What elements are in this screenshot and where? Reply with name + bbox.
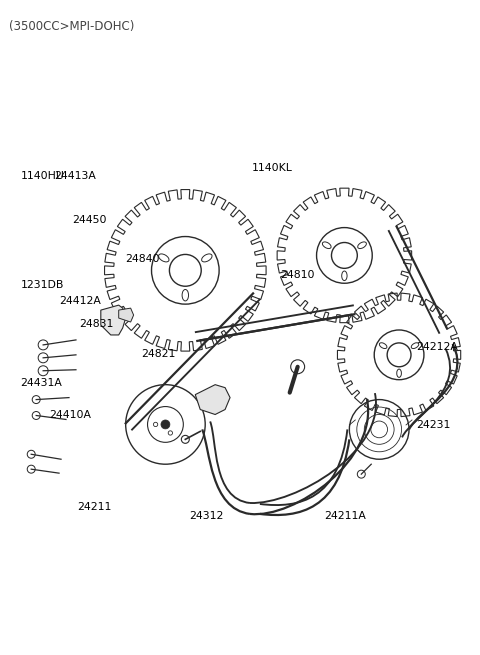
Text: 24840: 24840 [125, 254, 159, 264]
Text: 24450: 24450 [72, 215, 107, 225]
Text: 1140HU: 1140HU [21, 172, 64, 181]
Text: 24431A: 24431A [21, 378, 62, 388]
Polygon shape [101, 305, 126, 335]
Text: 24810: 24810 [280, 271, 314, 280]
Polygon shape [195, 384, 230, 415]
Text: 1140KL: 1140KL [252, 163, 293, 173]
Text: 24212A: 24212A [417, 342, 458, 352]
Text: 24412A: 24412A [59, 297, 101, 307]
Text: 24211: 24211 [77, 502, 112, 512]
Text: 24410A: 24410A [49, 411, 91, 421]
Text: 24821: 24821 [142, 348, 176, 358]
Text: 1231DB: 1231DB [21, 280, 64, 290]
Text: 24831: 24831 [80, 319, 114, 329]
Circle shape [161, 420, 170, 429]
Text: 24231: 24231 [417, 420, 451, 430]
Text: 24211A: 24211A [324, 512, 366, 521]
Text: 24413A: 24413A [54, 172, 96, 181]
Text: 24312: 24312 [190, 512, 224, 521]
Polygon shape [119, 308, 133, 322]
Text: (3500CC>MPI-DOHC): (3500CC>MPI-DOHC) [9, 20, 135, 33]
